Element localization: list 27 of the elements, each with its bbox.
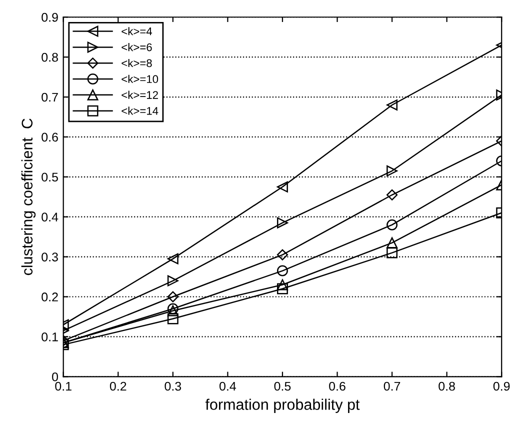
y-tick-label: 0.6 <box>42 132 58 142</box>
y-tick-label: 0.4 <box>42 212 58 222</box>
legend-label: <k>=4 <box>122 27 152 36</box>
y-tick-label: 0.1 <box>42 332 58 342</box>
legend-label: <k>=8 <box>122 58 152 68</box>
y-tick-label: 0.3 <box>42 252 58 262</box>
y-axis-title: clustering coefficient C <box>21 118 36 276</box>
y-tick-label: 0 <box>52 372 58 382</box>
x-tick-label: 0.1 <box>55 382 72 391</box>
x-tick-label: 0.6 <box>329 382 346 391</box>
y-tick-label: 0.5 <box>42 172 58 182</box>
y-tick-label: 0.9 <box>42 12 58 22</box>
x-tick-label: 0.2 <box>110 382 126 391</box>
legend-label: <k>=14 <box>122 106 158 115</box>
x-tick-label: 0.8 <box>438 382 455 391</box>
legend-label: <k>=12 <box>122 90 158 99</box>
y-tick-label: 0.2 <box>42 292 58 302</box>
legend-label: <k>=10 <box>122 74 158 84</box>
x-tick-label: 0.5 <box>274 382 291 391</box>
x-tick-label: 0.4 <box>220 382 236 391</box>
y-tick-label: 0.8 <box>42 52 58 62</box>
x-tick-label: 0.3 <box>164 382 182 391</box>
x-tick-label: 0.9 <box>493 382 510 391</box>
x-axis-title: formation probability pt <box>205 398 360 413</box>
x-tick-label: 0.7 <box>384 382 400 391</box>
y-tick-label: 0.7 <box>42 92 58 102</box>
legend-label: <k>=6 <box>122 43 152 52</box>
